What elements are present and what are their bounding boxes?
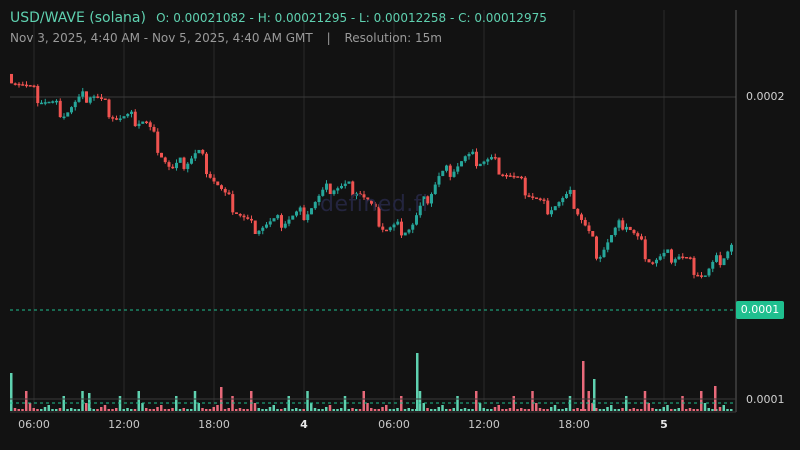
chart-header: USD/WAVE (solana) O: 0.00021082 - H: 0.0… — [10, 10, 547, 45]
time-label: 18:00 — [198, 418, 230, 431]
time-label: 18:00 — [558, 418, 590, 431]
price-label-0002: 0.0002 — [746, 90, 785, 103]
time-label: 06:00 — [378, 418, 410, 431]
date-range: Nov 3, 2025, 4:40 AM - Nov 5, 2025, 4:40… — [10, 31, 313, 45]
title-row: USD/WAVE (solana) O: 0.00021082 - H: 0.0… — [10, 10, 547, 26]
price-label-0001-volume: 0.0001 — [746, 393, 785, 406]
current-price-tag: 0.0001 — [736, 301, 784, 319]
ohlc-values: O: 0.00021082 - H: 0.00021295 - L: 0.000… — [156, 11, 547, 25]
time-label: 12:00 — [108, 418, 140, 431]
time-label: 06:00 — [18, 418, 50, 431]
pair-title: USD/WAVE (solana) — [10, 10, 146, 26]
separator: | — [326, 31, 331, 45]
resolution: Resolution: 15m — [344, 31, 442, 45]
time-label: 5 — [660, 418, 668, 431]
watermark-logo: defined.fi — [320, 192, 429, 217]
time-label: 4 — [300, 418, 308, 431]
time-label: 12:00 — [468, 418, 500, 431]
subtitle-row: Nov 3, 2025, 4:40 AM - Nov 5, 2025, 4:40… — [10, 31, 547, 45]
